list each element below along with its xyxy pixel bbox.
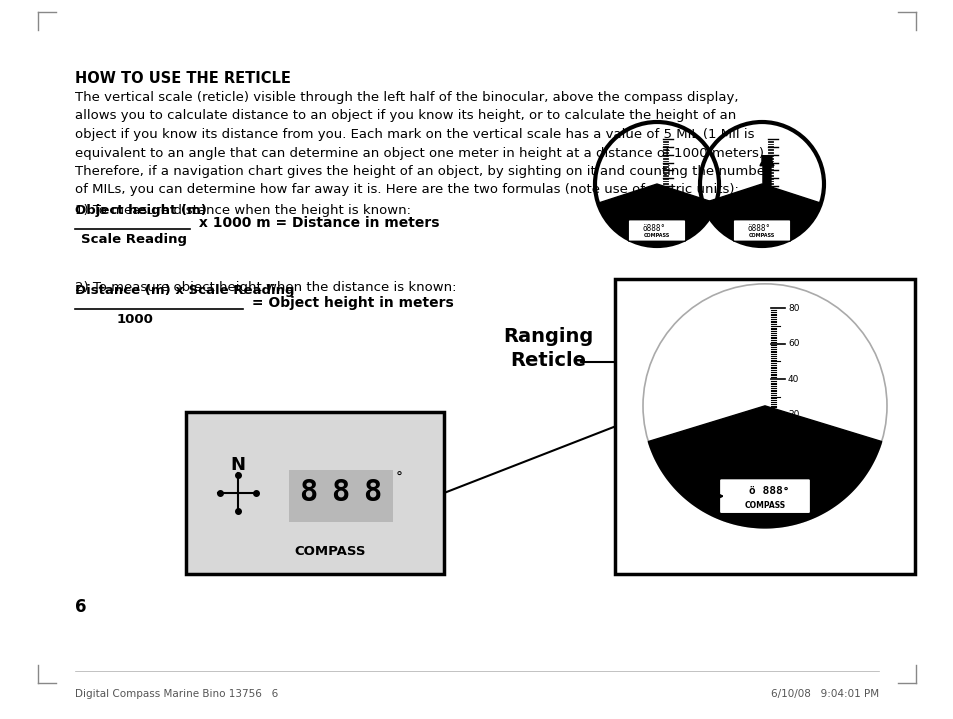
Bar xyxy=(186,412,443,574)
Text: 8: 8 xyxy=(299,477,317,507)
Text: equivalent to an angle that can determine an object one meter in height at a dis: equivalent to an angle that can determin… xyxy=(75,147,767,160)
Text: 8: 8 xyxy=(332,477,350,507)
Text: Reticle: Reticle xyxy=(510,351,585,370)
Text: 6: 6 xyxy=(75,598,87,616)
Text: Scale Reading: Scale Reading xyxy=(81,233,187,246)
Text: COMPASS: COMPASS xyxy=(643,233,669,238)
Text: COMPASS: COMPASS xyxy=(748,233,774,238)
FancyBboxPatch shape xyxy=(719,478,810,514)
Bar xyxy=(615,279,914,574)
FancyBboxPatch shape xyxy=(733,220,790,242)
Text: = Object height in meters: = Object height in meters xyxy=(247,296,454,310)
Text: COMPASS: COMPASS xyxy=(294,545,366,558)
Text: x 1000 m = Distance in meters: x 1000 m = Distance in meters xyxy=(193,216,439,230)
Text: Digital Compass Marine Bino 13756   6: Digital Compass Marine Bino 13756 6 xyxy=(75,689,278,699)
Text: 20: 20 xyxy=(787,410,799,419)
Text: 60: 60 xyxy=(768,457,780,466)
Text: HOW TO USE THE RETICLE: HOW TO USE THE RETICLE xyxy=(75,71,291,86)
Polygon shape xyxy=(648,406,881,528)
Text: 6/10/08   9:04:01 PM: 6/10/08 9:04:01 PM xyxy=(770,689,878,699)
Text: 20: 20 xyxy=(720,457,731,466)
Text: N: N xyxy=(230,456,245,474)
Polygon shape xyxy=(598,184,715,246)
Text: Object height (m): Object height (m) xyxy=(75,204,207,217)
Text: 0: 0 xyxy=(682,457,688,466)
Text: 2) To measure object height when the distance is known:: 2) To measure object height when the dis… xyxy=(75,281,456,294)
Text: Therefore, if a navigation chart gives the height of an object, by sighting on i: Therefore, if a navigation chart gives t… xyxy=(75,165,770,178)
Text: 60: 60 xyxy=(787,339,799,348)
Text: The vertical scale (reticle) visible through the left half of the binocular, abo: The vertical scale (reticle) visible thr… xyxy=(75,91,738,104)
Text: ö 888°: ö 888° xyxy=(748,486,789,496)
Text: COMPASS: COMPASS xyxy=(743,500,784,510)
Text: 1) To measure distance when the height is known:: 1) To measure distance when the height i… xyxy=(75,204,411,217)
Text: of MILs, you can determine how far away it is. Here are the two formulas (note u: of MILs, you can determine how far away … xyxy=(75,183,739,196)
Bar xyxy=(289,470,393,522)
Text: ö888°: ö888° xyxy=(747,224,770,233)
Text: 40: 40 xyxy=(787,375,799,383)
Text: ö888°: ö888° xyxy=(642,224,665,233)
Text: Ranging: Ranging xyxy=(502,327,593,346)
Text: 80: 80 xyxy=(810,457,821,466)
Text: Distance (m) x Scale Reading: Distance (m) x Scale Reading xyxy=(75,284,294,297)
Text: 80: 80 xyxy=(787,303,799,313)
Text: 8: 8 xyxy=(363,477,381,507)
Text: allows you to calculate distance to an object if you know its height, or to calc: allows you to calculate distance to an o… xyxy=(75,109,736,122)
Text: °: ° xyxy=(395,471,402,485)
Polygon shape xyxy=(702,184,821,246)
FancyBboxPatch shape xyxy=(628,220,685,242)
Polygon shape xyxy=(760,156,773,206)
Text: 1000: 1000 xyxy=(117,313,153,326)
Text: object if you know its distance from you. Each mark on the vertical scale has a : object if you know its distance from you… xyxy=(75,128,754,141)
